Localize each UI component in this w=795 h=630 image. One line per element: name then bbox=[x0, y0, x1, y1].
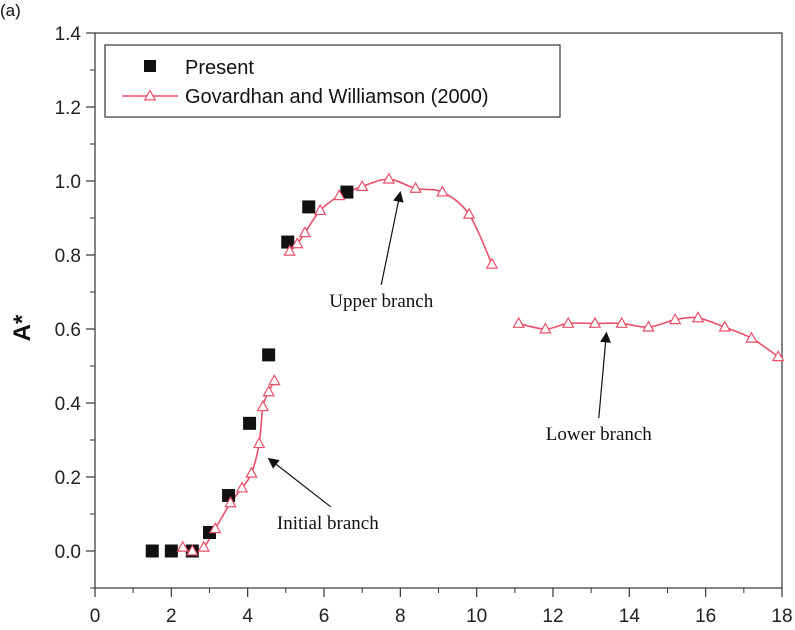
legend-box bbox=[104, 44, 561, 118]
gw-triangle-marker bbox=[197, 540, 211, 552]
y-tick-label: 1.4 bbox=[55, 24, 82, 45]
y-axis-title: A* bbox=[9, 314, 36, 341]
y-tick-label: 0.8 bbox=[55, 246, 81, 267]
y-tick-label: 0.4 bbox=[55, 394, 82, 415]
gw-triangle-marker bbox=[485, 257, 499, 269]
y-ticks: 0.0 0.2 0.4 0.6 0.8 1.0 1.2 1.4 bbox=[55, 24, 95, 589]
gw-triangle-marker bbox=[512, 316, 525, 328]
x-tick-label: 6 bbox=[319, 606, 330, 627]
gw-triangle-marker bbox=[436, 185, 449, 197]
gw-triangle-marker bbox=[562, 316, 575, 328]
annotations: Upper branch Lower branch Initial branch bbox=[267, 191, 653, 534]
gw-triangle-marker bbox=[252, 436, 266, 449]
y-tick-label: 1.0 bbox=[55, 172, 81, 193]
legend: Present Govardhan and Williamson (2000) bbox=[104, 44, 561, 118]
gw-triangle-marker bbox=[262, 385, 275, 397]
gw-triangle-marker bbox=[313, 203, 327, 216]
gw-triangle-marker bbox=[771, 350, 785, 362]
gw-triangle-marker bbox=[298, 226, 312, 238]
gw-triangle-marker bbox=[186, 544, 199, 556]
x-tick-label: 0 bbox=[90, 606, 101, 627]
x-tick-label: 4 bbox=[242, 606, 253, 627]
gw-triangle-marker bbox=[718, 320, 731, 332]
gw-triangle-marker bbox=[283, 244, 296, 256]
annotation-label: Upper branch bbox=[329, 291, 433, 312]
gw-triangle-marker bbox=[382, 172, 396, 184]
gw-triangle-marker bbox=[355, 179, 369, 191]
gw-triangle-marker bbox=[462, 207, 476, 219]
gw-triangle-marker bbox=[668, 313, 682, 325]
gw-triangle-marker bbox=[691, 311, 705, 323]
series-markers bbox=[145, 172, 785, 558]
gw-triangle-marker bbox=[256, 399, 270, 412]
x-tick-label: 18 bbox=[771, 606, 792, 627]
present-square-marker bbox=[281, 235, 295, 249]
present-square-marker bbox=[302, 200, 316, 214]
gw-triangle-marker bbox=[588, 316, 602, 328]
y-axis-title-group: A* bbox=[9, 314, 36, 341]
gw-triangle-marker bbox=[235, 481, 249, 493]
gw-triangle-marker bbox=[539, 322, 552, 334]
present-square-marker bbox=[262, 348, 276, 362]
legend-present-label: Present bbox=[185, 57, 254, 79]
gw-triangle-marker bbox=[208, 522, 222, 534]
x-ticks: 0 2 4 6 8 10 12 14 16 18 bbox=[90, 588, 793, 627]
gw-series-line bbox=[289, 178, 493, 265]
gw-triangle-marker bbox=[268, 374, 281, 386]
y-tick-label: 0.6 bbox=[55, 320, 81, 341]
gw-triangle-marker bbox=[409, 181, 422, 193]
legend-gw-marker bbox=[143, 89, 157, 101]
present-square-marker bbox=[243, 416, 257, 430]
gw-triangle-marker bbox=[615, 316, 628, 328]
gw-triangle-marker bbox=[176, 540, 190, 552]
gw-triangle-marker bbox=[642, 320, 655, 332]
annotation-arrow bbox=[267, 457, 332, 508]
y-tick-label: 0.2 bbox=[55, 468, 81, 489]
annotation-label: Initial branch bbox=[277, 513, 379, 534]
x-tick-label: 14 bbox=[619, 606, 641, 627]
gw-triangle-marker bbox=[245, 466, 258, 478]
series-lines bbox=[182, 178, 779, 552]
gw-triangle-marker bbox=[333, 189, 346, 201]
legend-present-marker bbox=[144, 60, 156, 72]
x-tick-label: 10 bbox=[466, 606, 487, 627]
legend-gw-label: Govardhan and Williamson (2000) bbox=[185, 86, 489, 108]
panel-label: (a) bbox=[0, 1, 21, 20]
annotation-arrow bbox=[598, 331, 611, 419]
annotation-label: Lower branch bbox=[546, 424, 653, 445]
x-tick-label: 16 bbox=[695, 606, 716, 627]
y-tick-label: 0.0 bbox=[55, 542, 81, 563]
annotation-arrow bbox=[380, 191, 404, 285]
gw-triangle-marker bbox=[745, 331, 758, 343]
x-tick-label: 12 bbox=[542, 606, 563, 627]
present-square-marker bbox=[340, 185, 354, 199]
x-tick-label: 8 bbox=[395, 606, 406, 627]
x-tick-label: 2 bbox=[166, 606, 177, 627]
present-square-marker bbox=[164, 544, 178, 558]
gw-triangle-marker bbox=[224, 496, 237, 508]
gw-triangle-marker bbox=[291, 237, 304, 249]
present-square-marker bbox=[145, 544, 159, 558]
y-tick-label: 1.2 bbox=[55, 98, 81, 119]
